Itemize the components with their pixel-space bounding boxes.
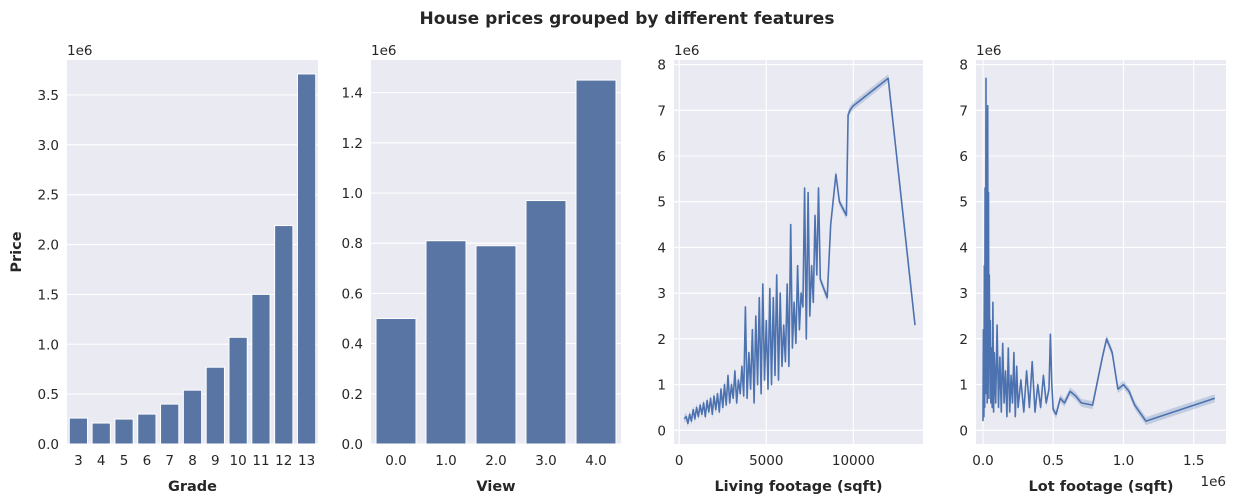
y-tick-label: 2.0 [38, 238, 59, 254]
bar [68, 417, 89, 445]
y-tick-label: 5 [657, 195, 666, 211]
y-tick-label: 0.0 [38, 437, 59, 453]
y-offset-text: 1e6 [67, 43, 92, 59]
x-axis-label: Living footage (sqft) [714, 479, 882, 495]
y-tick-label: 2 [959, 332, 968, 348]
x-tick-label: 6 [143, 453, 152, 469]
bar [160, 403, 180, 445]
x-offset-text: 1e6 [1201, 474, 1226, 490]
x-tick-label: 4.0 [585, 453, 606, 469]
y-tick-label: 6 [959, 149, 968, 165]
bar [475, 245, 517, 445]
x-tick-label: 9 [211, 453, 220, 469]
y-tick-label: 3.5 [38, 88, 59, 104]
y-tick-label: 4 [959, 240, 968, 256]
x-tick-label: 3 [74, 453, 83, 469]
figure-title: House prices grouped by different featur… [420, 9, 835, 29]
x-tick-label: 7 [165, 453, 174, 469]
y-tick-label: 1.4 [342, 86, 363, 102]
y-tick-label: 4 [657, 240, 666, 256]
y-tick-label: 8 [657, 58, 666, 74]
x-tick-label: 4 [97, 453, 106, 469]
bar [114, 418, 134, 445]
y-tick-label: 3.0 [38, 138, 59, 154]
y-tick-label: 7 [657, 103, 666, 119]
y-tick-label: 8 [959, 58, 968, 74]
bar [296, 73, 317, 445]
y-tick-label: 3 [657, 286, 666, 302]
bar [182, 389, 203, 445]
x-tick-label: 13 [298, 453, 315, 469]
bar [525, 200, 567, 445]
x-axis-label: Grade [168, 479, 217, 495]
series-line [982, 77, 1216, 422]
y-tick-label: 2 [657, 332, 666, 348]
x-tick-label: 1.0 [1113, 453, 1134, 469]
x-tick-label: 1.5 [1183, 453, 1204, 469]
y-tick-label: 0.0 [342, 437, 363, 453]
bar [251, 293, 271, 445]
x-axis-label: Lot footage (sqft) [1029, 479, 1174, 495]
bar [575, 79, 617, 445]
y-tick-label: 6 [657, 149, 666, 165]
y-tick-label: 0.6 [342, 286, 363, 302]
x-tick-label: 3.0 [535, 453, 556, 469]
y-tick-label: 1.2 [342, 136, 363, 152]
x-tick-label: 1.0 [435, 453, 456, 469]
y-tick-label: 0 [657, 423, 666, 439]
y-tick-label: 7 [959, 103, 968, 119]
panel-1: 0.0 0.5 1.0 1.5 2.0 2.5 3.0 3.5 1e6 3 4 5 6 7 8 9 10 11 12… [9, 43, 318, 495]
x-tick-label: 10000 [832, 453, 875, 469]
plot-area [674, 60, 923, 444]
y-offset-text: 1e6 [976, 43, 1001, 59]
y-tick-label: 3 [959, 286, 968, 302]
y-tick-label: 1.5 [38, 287, 59, 303]
x-tick-label: 0.0 [972, 453, 993, 469]
x-tick-label: 0.5 [1043, 453, 1064, 469]
y-tick-label: 1 [959, 378, 968, 394]
y-offset-text: 1e6 [674, 43, 699, 59]
bar [274, 225, 294, 445]
y-tick-label: 5 [959, 195, 968, 211]
y-tick-label: 0.8 [342, 236, 363, 252]
bar [205, 366, 225, 445]
bar [137, 413, 157, 445]
series-line [683, 77, 916, 425]
x-axis-label: View [476, 479, 515, 495]
bar [228, 336, 248, 445]
y-tick-label: 0.5 [38, 387, 59, 403]
x-tick-label: 5000 [749, 453, 783, 469]
y-tick-label: 2.5 [38, 188, 59, 204]
panel-2: 0.0 0.2 0.4 0.6 0.8 1.0 1.2 1.4 1e6 0.0 1.0 2.0 3.0 4… [342, 43, 621, 495]
x-tick-label: 0.0 [385, 453, 406, 469]
y-axis-label: Price [9, 231, 25, 272]
x-tick-label: 8 [188, 453, 197, 469]
y-tick-label: 0.4 [342, 337, 363, 353]
x-tick-label: 10 [230, 453, 247, 469]
y-tick-label: 0 [959, 423, 968, 439]
x-tick-label: 0 [675, 453, 684, 469]
x-tick-label: 11 [252, 453, 269, 469]
y-tick-label: 0.2 [342, 387, 363, 403]
y-tick-label: 1 [657, 378, 666, 394]
x-tick-label: 5 [120, 453, 129, 469]
y-tick-label: 1.0 [38, 337, 59, 353]
y-tick-label: 1.0 [342, 186, 363, 202]
bar [425, 240, 467, 445]
y-offset-text: 1e6 [371, 43, 396, 59]
bar [375, 318, 417, 445]
bar [91, 422, 111, 445]
panel-4: 0 1 2 3 4 5 6 7 8 1e6 0.0 0.5 1.0 1.5 1e6 Lot footage (… [959, 43, 1226, 495]
x-tick-label: 12 [275, 453, 292, 469]
panel-3: 0 1 2 3 4 5 6 7 8 1e6 0 5000 10000 Living footage (sq… [657, 43, 923, 495]
x-tick-label: 2.0 [485, 453, 506, 469]
